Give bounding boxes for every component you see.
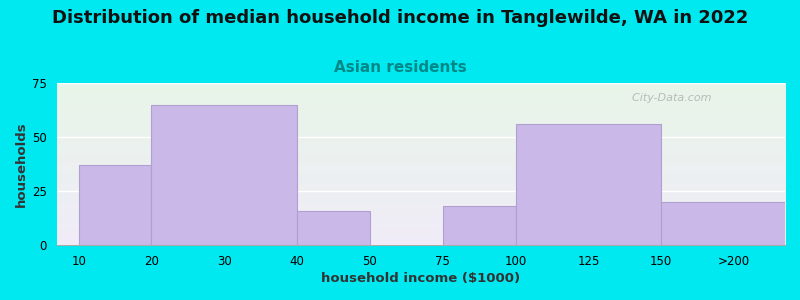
- Bar: [78, 165, 151, 245]
- Bar: [297, 211, 370, 245]
- Bar: [151, 105, 297, 245]
- Y-axis label: households: households: [15, 121, 28, 207]
- Text: City-Data.com: City-Data.com: [625, 93, 711, 103]
- Bar: [515, 124, 661, 245]
- X-axis label: household income ($1000): household income ($1000): [322, 272, 521, 285]
- Text: Asian residents: Asian residents: [334, 60, 466, 75]
- Bar: [442, 206, 515, 245]
- Text: Distribution of median household income in Tanglewilde, WA in 2022: Distribution of median household income …: [52, 9, 748, 27]
- Bar: [661, 202, 800, 245]
